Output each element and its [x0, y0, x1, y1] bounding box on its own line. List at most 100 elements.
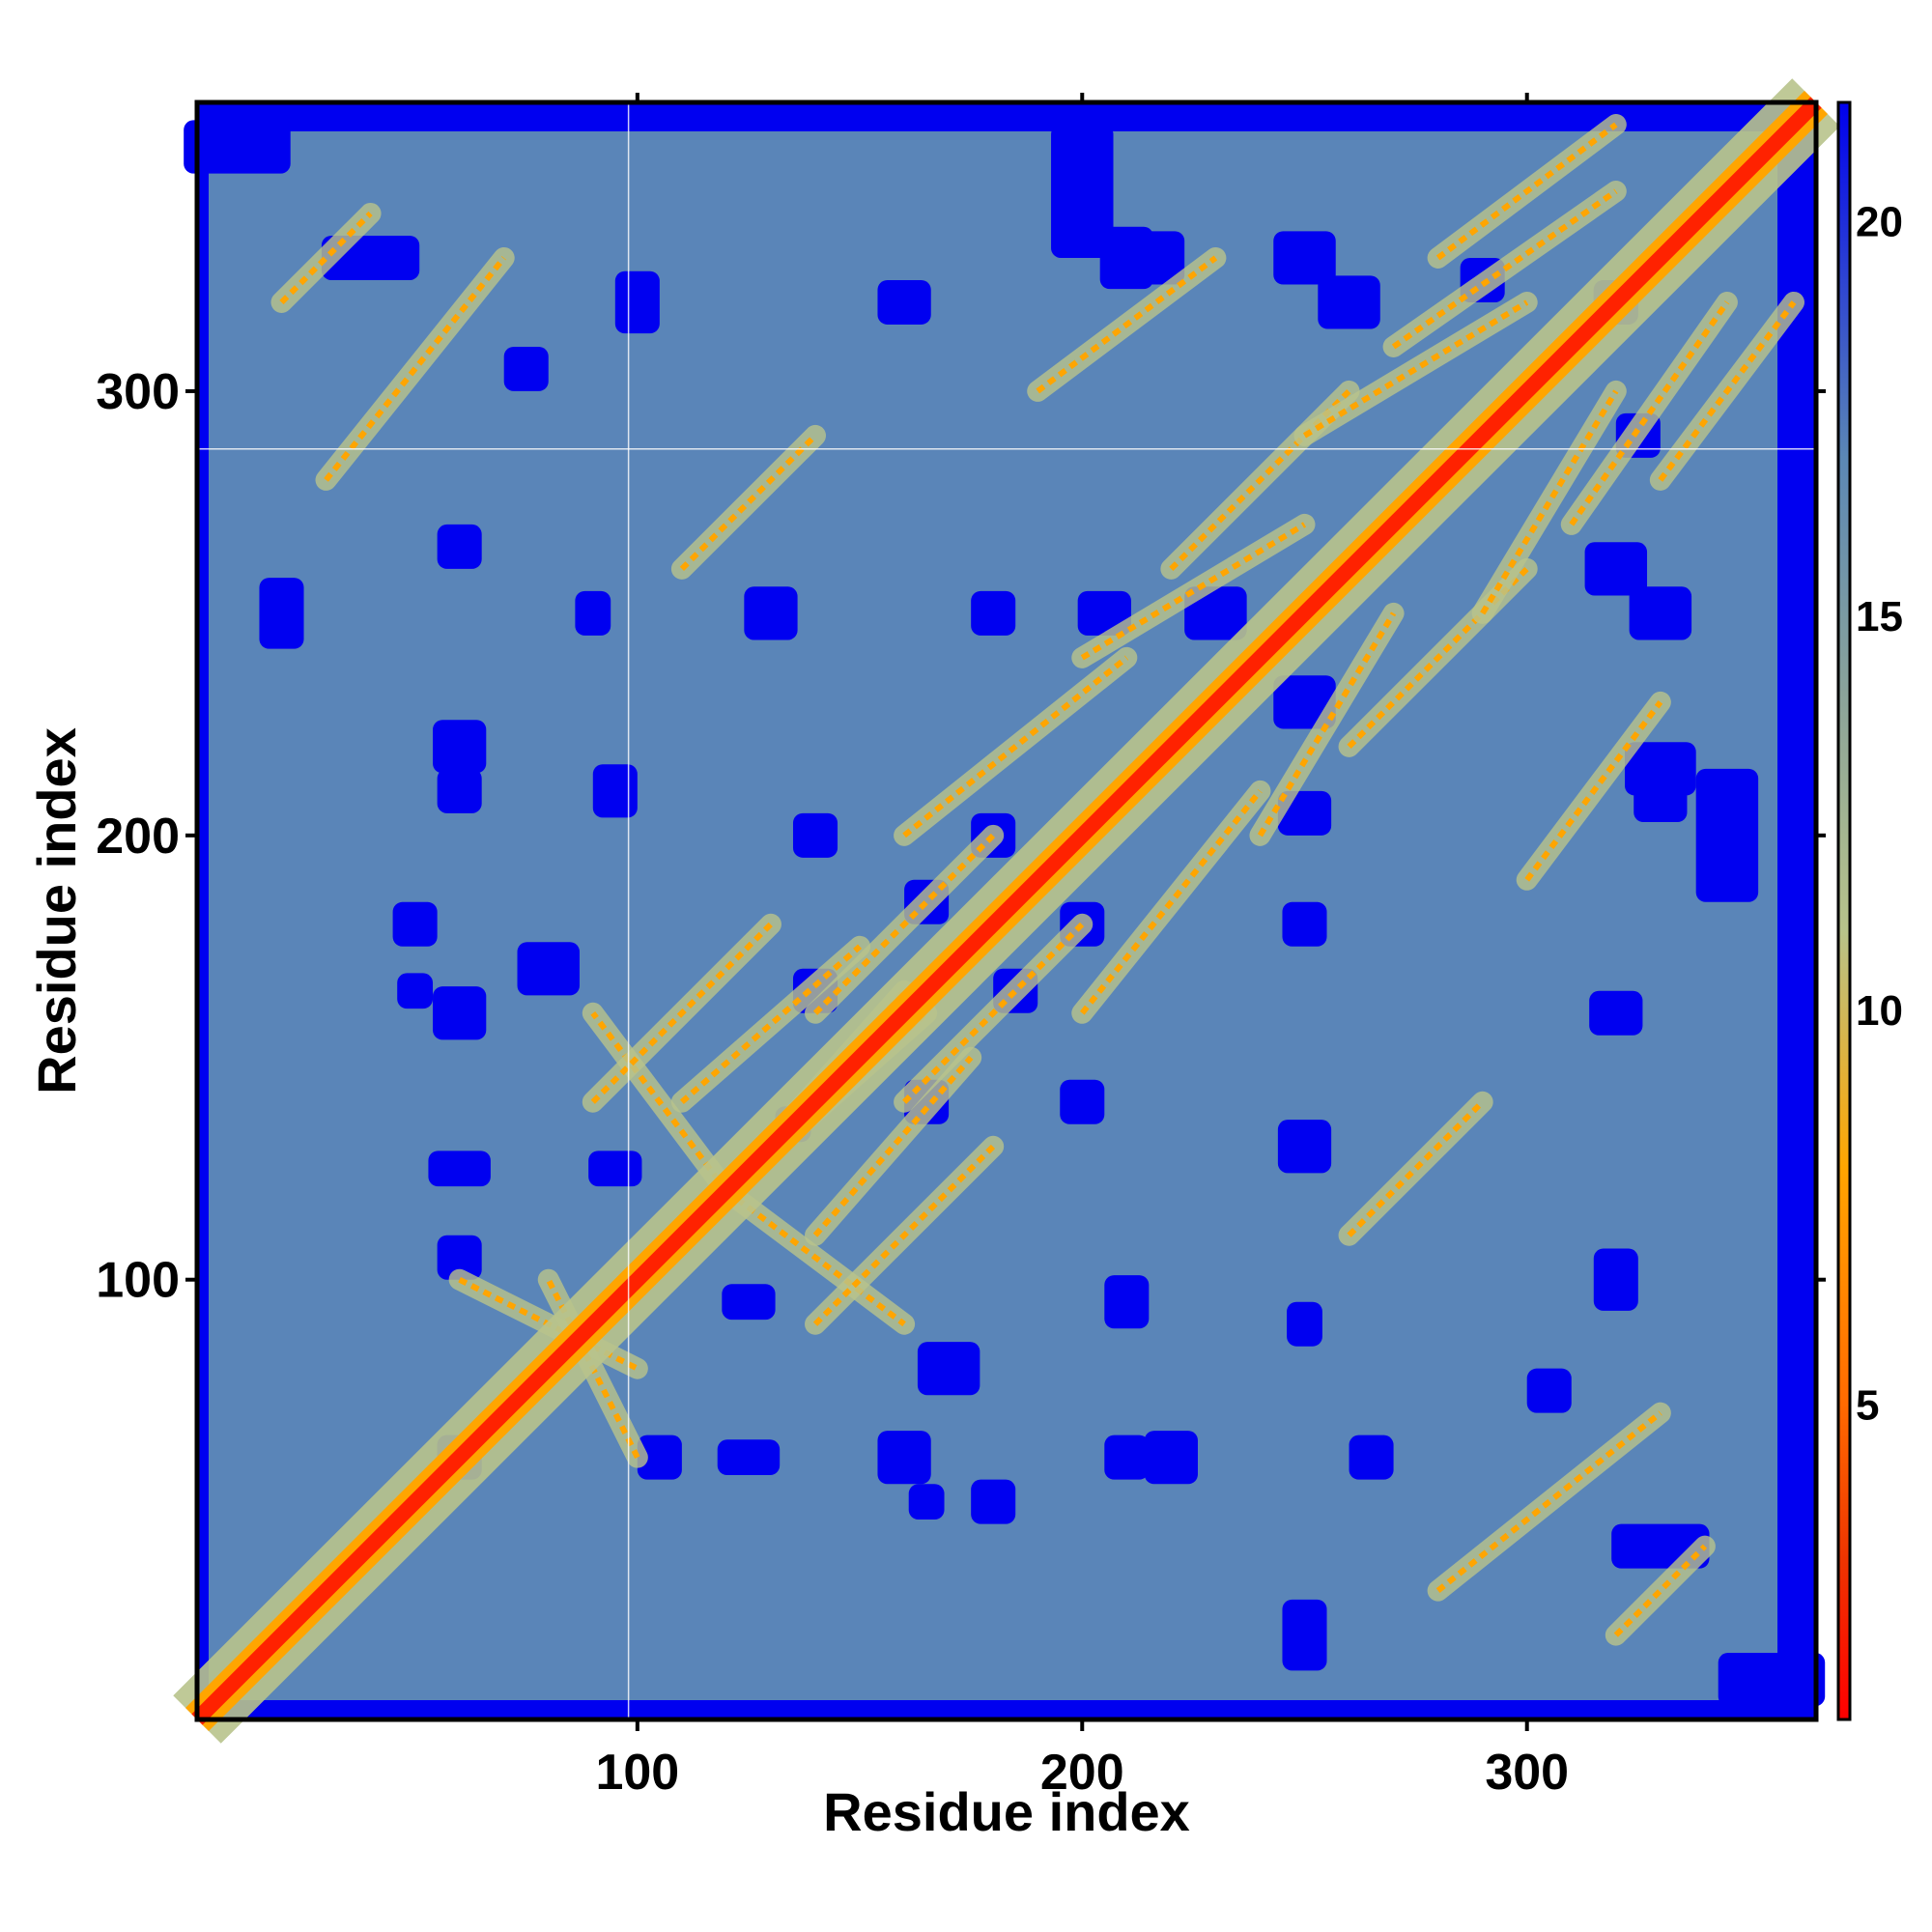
contact-line	[724, 1188, 906, 1327]
far-patch	[1060, 1079, 1105, 1124]
x-tick-label: 200	[1040, 1745, 1124, 1801]
contact-line	[1036, 255, 1218, 394]
colorbar: 5 10 15 20	[1836, 100, 1903, 1721]
diagonal-band	[173, 78, 1840, 1744]
far-patch	[971, 1479, 1016, 1524]
far-patch	[1526, 1368, 1572, 1413]
contact-line	[679, 433, 818, 572]
far-patch	[1287, 1301, 1322, 1347]
far-distance-patches	[184, 102, 1826, 1719]
contact-line	[812, 1144, 996, 1326]
contact-line	[902, 655, 1129, 838]
y-axis-title: Residue index	[26, 727, 87, 1094]
far-patch	[1695, 768, 1759, 902]
contact-line	[1480, 389, 1619, 615]
far-patch	[1584, 542, 1648, 596]
contact-line	[812, 1055, 974, 1237]
far-patch	[392, 901, 438, 947]
contact-line	[812, 833, 996, 1015]
heatmap-frame	[194, 99, 1819, 1722]
colorbar-tick-label: 20	[1856, 198, 1903, 245]
far-patch	[437, 768, 482, 813]
far-patch	[1634, 759, 1688, 823]
far-patch	[588, 1151, 642, 1187]
far-patch	[614, 270, 660, 334]
contact-line	[1613, 1544, 1708, 1637]
far-patch	[1277, 1120, 1332, 1174]
far-patch	[428, 1151, 491, 1187]
contact-line	[1391, 188, 1618, 350]
far-edge-left	[197, 102, 209, 1719]
far-patch	[717, 1439, 781, 1476]
contact-line	[590, 922, 774, 1104]
contact-line	[1302, 299, 1529, 439]
far-patch	[1051, 124, 1114, 258]
far-patch	[877, 1431, 931, 1485]
contact-line	[1569, 300, 1730, 526]
far-patch	[1593, 1248, 1638, 1311]
contact-line	[901, 922, 1085, 1104]
far-patch	[1104, 1275, 1150, 1329]
colorbar-bar	[1836, 100, 1852, 1721]
far-patch	[1349, 1435, 1394, 1480]
far-patch	[433, 720, 487, 774]
far-patch	[397, 973, 434, 1009]
far-patch	[503, 346, 549, 391]
contact-line	[679, 944, 863, 1105]
x-axis: 100 200 300	[595, 93, 1569, 1801]
contact-patterns	[270, 113, 1804, 1646]
contact-line	[1347, 1099, 1485, 1237]
far-patch	[1282, 901, 1327, 947]
far-patch	[1184, 586, 1247, 640]
far-patch	[744, 586, 798, 640]
contact-line	[590, 1010, 729, 1193]
contact-line	[1435, 122, 1618, 261]
colorbar-tick-label: 15	[1856, 593, 1903, 640]
far-patch	[877, 279, 931, 325]
far-patch	[1589, 990, 1643, 1036]
heatmap-area	[173, 78, 1840, 1744]
far-patch	[437, 1235, 482, 1280]
contact-line	[1524, 700, 1663, 882]
far-edge-top	[197, 102, 1816, 131]
y-tick-label: 200	[96, 809, 180, 865]
far-patch	[1629, 586, 1692, 640]
x-tick-label: 300	[1485, 1745, 1569, 1801]
contact-line	[1257, 611, 1397, 838]
colorbar-tick-label: 10	[1856, 987, 1903, 1035]
y-tick-label: 300	[96, 364, 180, 420]
far-patch	[722, 1284, 776, 1321]
contact-line	[324, 256, 507, 482]
contact-line	[1080, 522, 1307, 661]
far-patch	[1144, 1431, 1198, 1485]
contact-line	[279, 211, 373, 305]
far-patch	[575, 590, 611, 636]
far-patch	[437, 524, 482, 569]
far-patch	[184, 120, 291, 174]
far-patch	[1318, 275, 1380, 329]
y-tick-label: 100	[96, 1253, 180, 1309]
y-axis: 100 200 300	[96, 364, 1826, 1309]
far-patch	[433, 986, 487, 1040]
far-patch	[592, 764, 638, 818]
far-edge-bottom	[197, 1700, 1816, 1719]
far-edge-right	[1777, 102, 1816, 1719]
far-patch	[908, 1484, 945, 1520]
far-patch	[1104, 1435, 1150, 1480]
far-patch	[259, 578, 304, 649]
colorbar-tick-label: 5	[1856, 1381, 1879, 1429]
x-axis-title: Residue index	[823, 1781, 1190, 1842]
far-patch	[917, 1342, 980, 1396]
far-patch	[517, 942, 580, 996]
contact-line	[1435, 1410, 1662, 1593]
diagonal-core	[191, 97, 1822, 1725]
contact-line	[1079, 788, 1263, 1015]
far-patch	[1282, 1599, 1327, 1671]
far-patch	[971, 590, 1016, 636]
x-tick-label: 100	[595, 1745, 679, 1801]
far-patch	[792, 812, 838, 858]
contact-line	[1658, 300, 1797, 482]
far-patch	[1273, 231, 1336, 285]
far-patch	[637, 1435, 682, 1480]
